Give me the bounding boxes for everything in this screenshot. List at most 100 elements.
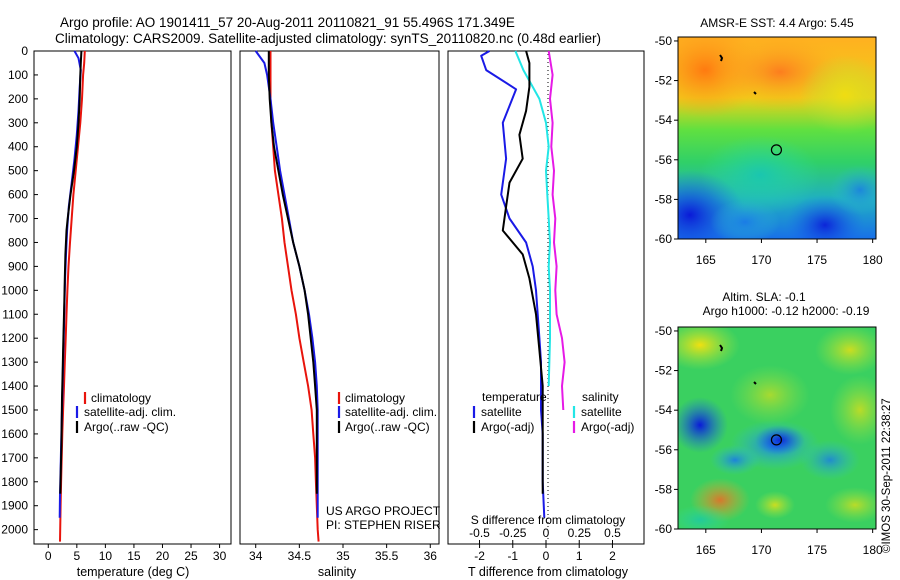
sst-map-axes: 165 170 175 180 -50 -52 -54 -56 -58 -60 [655,34,883,267]
x-tick-label: 5 [73,549,80,563]
x-tick-label: 34 [249,549,263,563]
map-y-tick-label: -58 [655,482,673,496]
map-x-tick-label: 165 [696,543,716,557]
map-y-tick-label: -52 [655,364,673,378]
depth-tick-label: 1200 [1,331,28,345]
legend-argo-label: Argo(..raw -QC) [345,420,430,434]
depth-tick-label: 1900 [1,499,28,513]
x-tick-label: 0.5 [604,526,621,540]
project-note-line1: US ARGO PROJECT [326,504,441,518]
legend-satellite-label: satellite-adj. clim. [84,405,176,419]
legend-s-satellite-label: satellite [581,405,622,419]
sst-map: AMSR-E SST: 4.4 Argo: 5.45 165 170 175 180 -… [655,16,883,267]
project-note-line2: PI: STEPHEN RISER [326,518,441,532]
depth-tick-label: 1700 [1,451,28,465]
depth-axis: 0 100 200 300 400 500 600 700 800 900 1000 1100 1200… [1,44,38,537]
depth-tick-label: 1400 [1,379,28,393]
temperature-x-axis: 0 5 10 15 20 25 30 [45,544,227,563]
difference-x-axis: -2 -1 0 1 2 -0.5 -0.25 0 0.25 0.5 [469,526,621,563]
legend-climatology-label: climatology [91,391,151,405]
series-line-argo-raw-qc- [59,50,83,494]
series-line-satellite [480,50,546,518]
x-tick-label: 2 [609,549,616,563]
salinity-x-axis: 34 34.5 35 35.5 36 [249,544,437,563]
depth-tick-label: 100 [8,68,28,82]
map-y-tick-label: -58 [655,192,673,206]
depth-tick-label: 0 [21,44,28,58]
x-tick-label: 15 [127,549,141,563]
map-x-tick-label: 170 [751,543,771,557]
imos-timestamp: ©IMOS 30-Sep-2011 22:38:27 [881,398,893,553]
s-difference-axis-label: S difference from climatology [471,513,626,527]
legend-temperature-title: temperature [482,390,547,404]
sla-map-title-line1: Altim. SLA: -0.1 [722,290,806,304]
depth-tick-label: 2000 [1,523,28,537]
difference-profiles [480,50,566,518]
legend-s-argo-label: Argo(-adj) [581,420,634,434]
map-y-tick-label: -60 [655,232,673,246]
depth-tick-label: 200 [8,92,28,106]
sla-map-title-line2: Argo h1000: -0.12 h2000: -0.19 [703,304,870,318]
depth-tick-label: 1300 [1,355,28,369]
sla-map: Altim. SLA: -0.1 Argo h1000: -0.12 h2000… [655,290,883,557]
temperature-panel: 0100200300400500600700800900100011001200… [1,44,232,579]
salinity-legend: climatology satellite-adj. clim. Argo(..… [337,391,437,434]
map-x-tick-label: 180 [863,543,883,557]
temperature-legend: climatology satellite-adj. clim. Argo(..… [75,391,176,434]
map-x-tick-label: 170 [751,253,771,267]
legend-t-argo-label: Argo(-adj) [481,420,534,434]
map-x-tick-label: 165 [696,253,716,267]
sst-field-image [678,37,876,239]
map-x-tick-label: 180 [863,253,883,267]
x-tick-label: 30 [213,549,227,563]
sla-field-image [678,327,876,529]
map-y-tick-label: -54 [655,113,673,127]
depth-tick-label: 500 [8,164,28,178]
difference-legend: temperature satellite Argo(-adj) salinit… [472,390,634,434]
x-tick-label: 34.5 [288,549,312,563]
depth-tick-label: 1800 [1,475,28,489]
legend-t-satellite-label: satellite [481,405,522,419]
depth-tick-label: 1000 [1,283,28,297]
float-track-marks [719,344,757,385]
float-position-marker [770,144,783,156]
t-difference-axis-label: T difference from climatology [468,565,629,579]
temperature-axis-label: temperature (deg C) [77,565,190,579]
x-tick-label: -0.25 [499,526,527,540]
x-tick-label: -0.5 [469,526,490,540]
difference-plot-frame [447,50,645,545]
salinity-panel: 34 34.5 35 35.5 36 salinity climatology sate… [239,50,441,579]
legend-climatology-label: climatology [345,391,405,405]
figure-title-line1: Argo profile: AO 1901411_57 20-Aug-2011 … [60,15,515,30]
x-tick-label: -2 [474,549,485,563]
depth-tick-label: 900 [8,259,28,273]
depth-tick-label: 1100 [2,307,28,321]
x-tick-label: 0 [45,549,52,563]
depth-tick-label: 1600 [1,427,28,441]
map-x-tick-label: 175 [807,253,827,267]
depth-tick-label: 800 [8,235,28,249]
salinity-profiles [254,50,320,542]
difference-panel: -2 -1 0 1 2 -0.5 -0.25 0 0.25 0.5 S difference fr… [447,50,645,579]
map-y-tick-label: -50 [655,324,673,338]
x-tick-label: 25 [184,549,198,563]
figure-title-line2: Climatology: CARS2009. Satellite-adjuste… [55,31,601,46]
map-y-tick-label: -56 [655,443,673,457]
depth-tick-label: 700 [8,212,28,226]
depth-tick-label: 600 [8,188,28,202]
x-tick-label: 35.5 [375,549,399,563]
x-tick-label: -1 [507,549,518,563]
sla-map-axes: 165 170 175 180 -50 -52 -54 -56 -58 -60 [655,324,883,557]
salinity-plot-frame [239,50,440,545]
series-line-satellite [514,50,551,387]
map-y-tick-label: -54 [655,403,673,417]
depth-tick-label: 1500 [1,403,28,417]
x-tick-label: 0.25 [568,526,592,540]
legend-argo-label: Argo(..raw -QC) [84,420,169,434]
salinity-axis-label: salinity [318,565,357,579]
depth-tick-label: 300 [8,116,28,130]
temperature-profiles [58,50,86,542]
float-position-marker [770,434,783,446]
series-line-argo-adj- [547,50,566,411]
